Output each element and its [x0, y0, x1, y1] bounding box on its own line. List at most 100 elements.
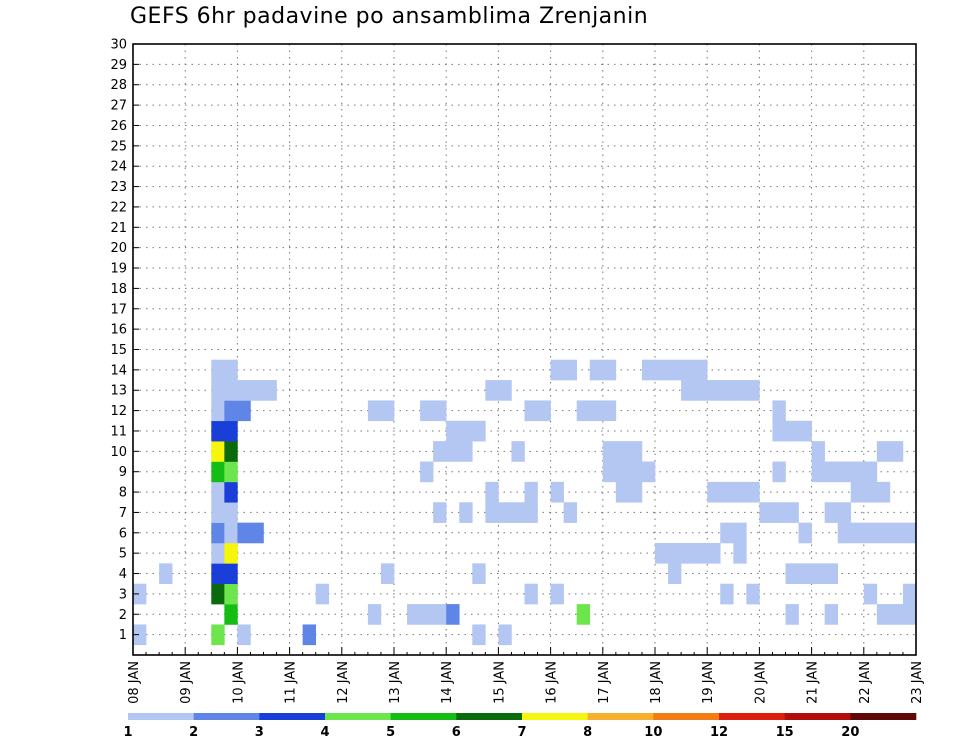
precip-cell: [772, 502, 786, 523]
legend-swatch: [128, 713, 194, 720]
precip-cell: [876, 481, 891, 503]
precip-cell: [655, 542, 669, 564]
precip-cell: [602, 400, 617, 422]
precip-cell: [889, 522, 904, 544]
y-tick-label: 5: [119, 547, 127, 562]
precip-cell: [902, 522, 917, 544]
precip-cell: [876, 604, 891, 625]
precip-cell: [628, 441, 643, 462]
y-tick-label: 20: [110, 241, 127, 256]
precip-cell: [524, 502, 538, 523]
precip-cell: [889, 441, 904, 462]
y-tick-label: 29: [110, 58, 127, 73]
precip-cell: [159, 563, 173, 585]
precip-cell: [315, 583, 330, 605]
precip-cell: [733, 522, 747, 544]
precip-cell: [681, 359, 695, 381]
precip-cell: [824, 502, 838, 523]
precip-cell: [798, 563, 812, 585]
y-tick-label: 24: [110, 160, 127, 175]
precip-cell: [511, 441, 525, 462]
y-tick-label: 11: [110, 424, 127, 439]
precip-cell: [211, 481, 225, 503]
precip-cell: [641, 359, 656, 381]
precip-cell: [876, 522, 891, 544]
y-tick-label: 1: [119, 628, 127, 643]
precip-cell: [694, 359, 708, 381]
precip-cell: [772, 420, 786, 442]
precip-cell: [420, 400, 434, 422]
y-tick-label: 2: [119, 608, 127, 623]
precip-cell: [850, 461, 865, 483]
precip-cell: [224, 420, 238, 442]
precip-cell: [367, 400, 382, 422]
precip-cell: [668, 563, 682, 585]
precip-cell: [433, 604, 447, 625]
precip-cell: [537, 400, 551, 422]
y-tick-label: 22: [110, 200, 127, 215]
y-tick-label: 12: [110, 404, 127, 419]
precip-cell: [459, 502, 473, 523]
x-tick-label: 18 JAN: [649, 661, 664, 704]
precip-cell: [224, 481, 238, 503]
color-legend: 1 2 3 4 5 6 7 8 10 12 15 20: [123, 713, 917, 740]
precip-cell: [224, 522, 238, 544]
y-tick-label: 9: [119, 465, 127, 480]
y-tick-label: 14: [110, 363, 127, 378]
precip-cell: [589, 359, 604, 381]
y-tick-label: 3: [119, 587, 127, 602]
precip-cell: [133, 583, 147, 605]
precip-cell: [668, 359, 682, 381]
precip-cell: [746, 380, 760, 401]
legend-swatch: [587, 713, 654, 720]
precip-cell: [720, 481, 734, 503]
x-tick-label: 19 JAN: [701, 661, 716, 704]
precip-cell: [524, 400, 538, 422]
precip-cell: [433, 502, 447, 523]
precip-cell: [524, 481, 538, 503]
x-tick-label: 16 JAN: [545, 661, 560, 704]
precip-cell: [459, 441, 473, 462]
precip-cell: [302, 624, 316, 646]
x-tick-label: 22 JAN: [858, 661, 873, 704]
precip-cell: [563, 359, 577, 381]
precip-cell: [485, 380, 499, 401]
precip-cell: [785, 420, 799, 442]
precip-cell: [472, 420, 486, 442]
legend-label: 6: [452, 725, 461, 740]
precip-cell: [681, 380, 695, 401]
x-tick-label: 13 JAN: [388, 661, 403, 704]
precip-cell: [446, 441, 460, 462]
precip-cell: [224, 502, 238, 523]
legend-label: 2: [189, 725, 198, 740]
x-axis-ticks: 08 JAN 09 JAN 10 JAN 11 JAN 12 JAN 13 JAN 14 J…: [127, 647, 925, 704]
x-tick-label: 20 JAN: [753, 661, 768, 704]
legend-label: 3: [255, 725, 264, 740]
precip-cell: [511, 502, 525, 523]
precip-cell: [641, 461, 656, 483]
precip-cell: [876, 441, 891, 462]
x-tick-label: 15 JAN: [492, 661, 507, 704]
legend-label: 7: [517, 725, 526, 740]
precip-cell: [615, 461, 630, 483]
precip-cell: [224, 400, 238, 422]
precip-cell: [550, 583, 564, 605]
precip-cell: [863, 522, 878, 544]
precip-cell: [733, 542, 747, 564]
precip-cell: [550, 359, 564, 381]
precip-cell: [485, 481, 499, 503]
y-axis-ticks: 1234567891011121314151617181920212223242…: [110, 38, 139, 643]
precip-cell: [224, 563, 238, 585]
precip-cell: [837, 461, 852, 483]
precip-cell: [367, 604, 382, 625]
precip-cell: [433, 441, 447, 462]
precip-cell: [785, 604, 799, 625]
legend-label: 10: [644, 725, 662, 740]
precip-cell: [211, 502, 225, 523]
precip-cell: [837, 522, 852, 544]
precip-cell: [863, 583, 878, 605]
precip-cell: [615, 441, 630, 462]
precip-cell: [602, 441, 617, 462]
legend-swatch: [456, 713, 523, 720]
precip-cell: [224, 380, 238, 401]
